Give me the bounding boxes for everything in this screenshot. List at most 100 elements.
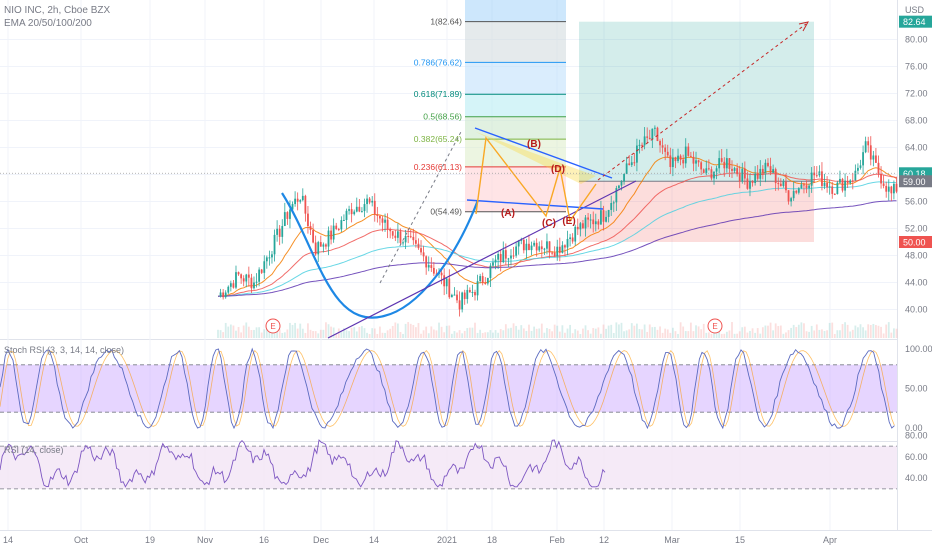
earnings-marker xyxy=(265,318,281,334)
volume-bar xyxy=(582,328,584,338)
volume-bar xyxy=(600,333,602,338)
candle-body xyxy=(687,146,690,156)
candle-body xyxy=(605,216,607,222)
volume-bar xyxy=(831,322,834,338)
time-tick-label: Apr xyxy=(823,535,837,545)
price-tick-label: 52.00 xyxy=(905,224,928,234)
volume-bar xyxy=(530,330,533,338)
volume-bar xyxy=(548,328,551,338)
volume-bar xyxy=(327,324,330,338)
volume-bar xyxy=(872,323,875,338)
candle-body xyxy=(263,261,266,273)
volume-bar xyxy=(417,323,420,338)
volume-bar xyxy=(520,325,523,338)
candle-body xyxy=(705,168,708,173)
candle-body xyxy=(232,283,235,288)
volume-bar xyxy=(381,332,384,338)
volume-bar xyxy=(846,324,849,338)
candle-body xyxy=(651,128,654,140)
volume-bar xyxy=(826,330,828,338)
candle-body xyxy=(407,235,410,237)
volume-bar xyxy=(471,327,474,338)
volume-bar xyxy=(677,333,679,338)
volume-bar xyxy=(738,331,741,338)
candle-body xyxy=(479,276,482,282)
volume-bar xyxy=(725,331,728,338)
candle-body xyxy=(240,274,243,279)
volume-bar xyxy=(720,333,723,338)
volume-bar xyxy=(312,331,314,338)
candle-body xyxy=(335,225,338,229)
candle-body xyxy=(309,226,312,230)
candle-body xyxy=(576,226,579,230)
time-tick-label: Oct xyxy=(74,535,89,545)
volume-bar xyxy=(309,329,312,338)
volume-bar xyxy=(476,332,479,338)
candle-body xyxy=(224,292,227,298)
candle-body xyxy=(656,127,659,141)
volume-bar xyxy=(281,332,284,338)
volume-bar xyxy=(486,332,489,338)
fib-level-label: 0.786(76.62) xyxy=(414,57,462,67)
volume-bar xyxy=(430,326,433,338)
volume-bar xyxy=(787,330,790,338)
candle-body xyxy=(612,202,615,204)
volume-bar xyxy=(597,327,600,338)
candle-body xyxy=(833,193,836,195)
cup-pattern-curve xyxy=(281,192,480,319)
volume-bar xyxy=(756,328,759,338)
volume-bar xyxy=(821,329,823,338)
candle-body xyxy=(420,248,422,253)
volume-bar xyxy=(651,327,654,338)
price-tick-label: 80.00 xyxy=(905,35,928,45)
volume-bar xyxy=(864,330,867,338)
volume-bar xyxy=(551,331,553,338)
candle-body xyxy=(564,245,566,248)
candle-body xyxy=(481,276,484,283)
volume-bar xyxy=(887,322,890,338)
volume-bar xyxy=(749,330,751,338)
volume-bar xyxy=(361,326,363,338)
volume-bar xyxy=(574,329,577,338)
volume-bar xyxy=(808,331,810,338)
candle-body xyxy=(669,155,672,168)
candle-body xyxy=(386,219,389,230)
volume-bar xyxy=(630,323,633,338)
volume-bar xyxy=(394,322,397,338)
volume-bar xyxy=(556,325,559,338)
volume-bar xyxy=(702,323,705,338)
volume-bar xyxy=(610,324,613,338)
candle-body xyxy=(697,160,700,163)
volume-bar xyxy=(602,324,605,338)
candle-body xyxy=(512,255,515,257)
candle-body xyxy=(286,212,289,219)
volume-bar xyxy=(584,325,587,338)
candle-body xyxy=(507,258,510,260)
volume-bar xyxy=(736,333,739,338)
candle-body xyxy=(839,178,841,183)
candle-body xyxy=(463,292,466,299)
candle-body xyxy=(787,190,790,202)
candle-body xyxy=(268,257,271,259)
fib-level-label: 0.382(65.24) xyxy=(414,134,462,144)
triangle-highlight xyxy=(476,132,596,184)
volume-bar xyxy=(623,331,625,338)
fib-level-label: 0.236(61.13) xyxy=(414,162,462,172)
candle-body xyxy=(805,185,808,189)
volume-bar xyxy=(463,330,466,338)
volume-bar xyxy=(307,323,309,338)
profit-zone xyxy=(579,21,814,182)
candle-body xyxy=(566,238,569,248)
volume-bar xyxy=(533,326,536,338)
volume-bar xyxy=(389,328,392,338)
volume-bar xyxy=(276,326,279,338)
volume-bar xyxy=(494,330,497,338)
volume-bar xyxy=(314,331,317,338)
volume-bar xyxy=(522,328,525,338)
candle-body xyxy=(582,223,584,229)
volume-bar xyxy=(456,332,458,338)
volume-bar xyxy=(810,325,813,338)
volume-bar xyxy=(774,323,777,338)
candle-body xyxy=(785,181,787,191)
